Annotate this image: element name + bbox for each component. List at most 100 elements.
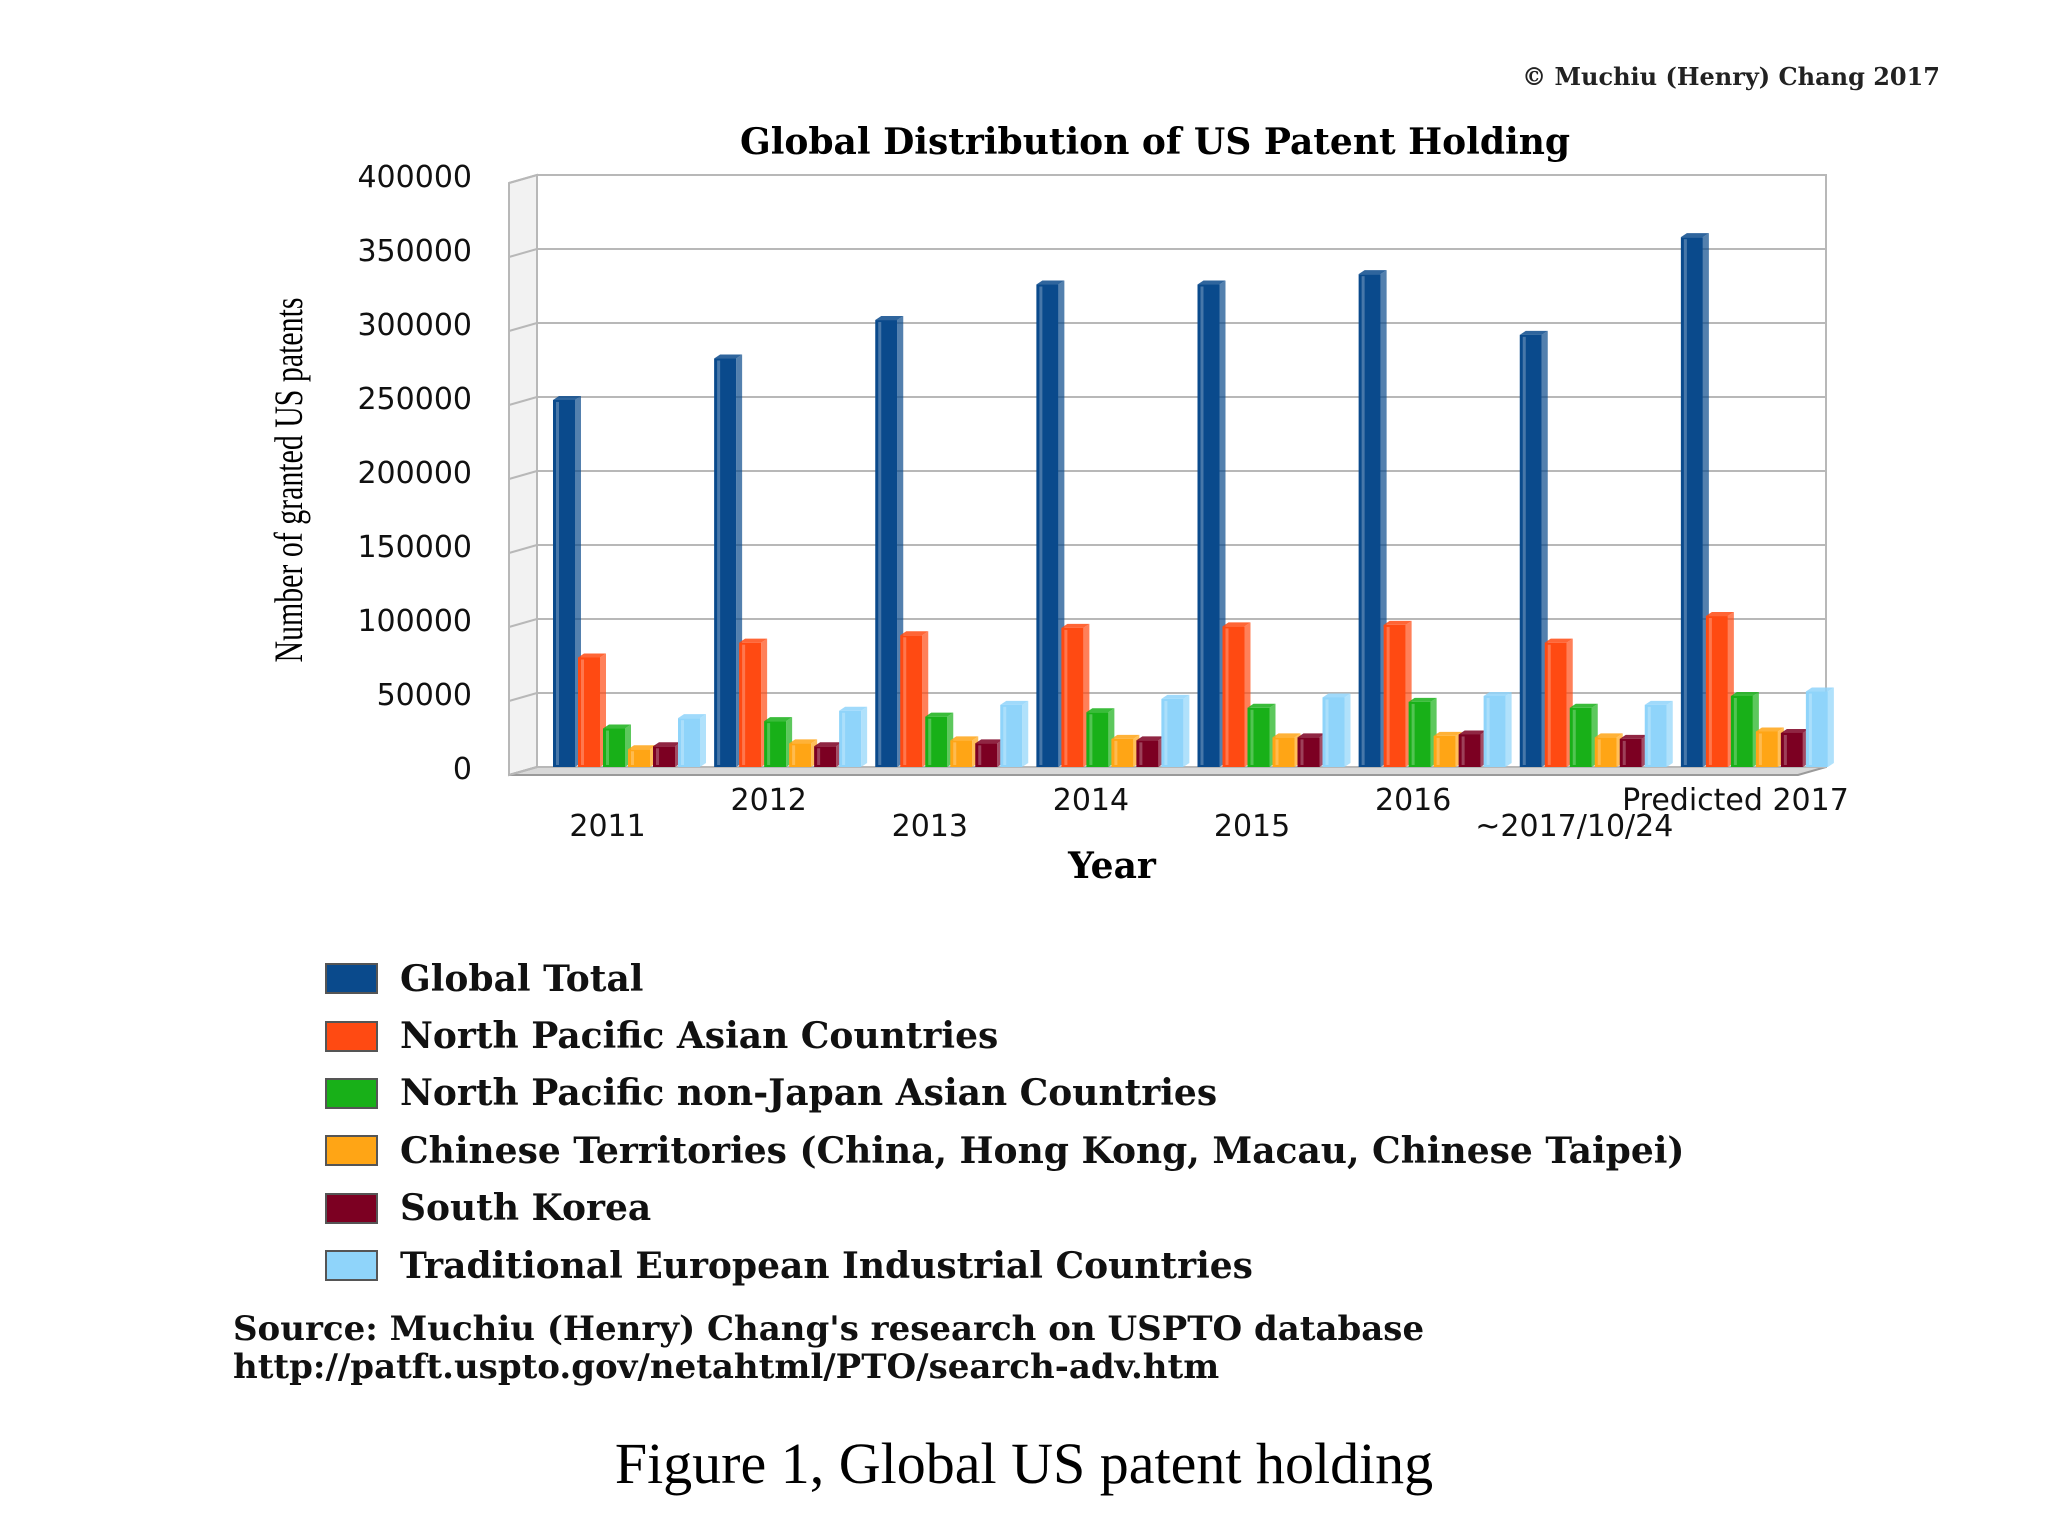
bar-front [900,635,923,767]
bar [1458,730,1487,767]
gridline-side [508,544,538,554]
bar [900,631,929,767]
bar-shine [1622,740,1626,765]
x-tick-label: 2013 [892,809,968,844]
bar-front [1594,737,1617,767]
bar-top [1569,703,1598,708]
bar-front [1730,695,1753,767]
bar-shine [953,742,957,765]
bar [1036,280,1065,767]
bar-shine [767,723,771,765]
bar-front [1222,626,1245,767]
bar-top [839,706,868,711]
bar-front [1136,740,1159,767]
bar-front [1197,284,1220,767]
bar-front [1519,334,1542,767]
bar-top [1136,736,1165,741]
bar-shine [1758,733,1762,765]
bar [1705,612,1734,767]
bar-top [1705,612,1734,617]
y-tick-label: 350000 [357,234,472,269]
floor [508,766,1827,776]
bar [975,739,1004,767]
x-tick-labels: 2011 2012 2013 2014 2015 2016 ~2017/10/24Predi… [569,783,1848,844]
bar-front [950,740,973,767]
bar-top [653,742,681,747]
bar-front [714,358,737,767]
x-tick-label: 2011 [569,809,645,844]
legend-item: North Pacific non-Japan Asian Countries [325,1065,1684,1122]
bar-front [1247,707,1270,767]
bar [1161,694,1190,767]
bar-shine [1325,699,1329,765]
bar-top [578,653,606,658]
bar [1272,733,1301,767]
bar [1197,280,1226,767]
bar [578,653,606,767]
x-tick-label: 2015 [1214,809,1290,844]
bar [603,724,631,767]
bar-shine [1250,709,1254,765]
copyright-notice: © Muchiu (Henry) Chang 2017 [1522,62,1940,91]
bar-front [1061,627,1084,767]
legend-label: Global Total [400,957,644,1000]
bar-side [700,714,706,767]
bar [1247,703,1276,767]
y-tick-label: 200000 [357,456,472,491]
bar-shine [1386,626,1390,765]
bar-top [1322,693,1351,698]
bar-top [1755,727,1784,732]
bar-shine [1436,737,1440,765]
bar-shine [1547,644,1551,765]
bar [1408,697,1437,767]
bar-shine [1225,628,1229,765]
gridline-side [508,248,538,258]
legend-label: Chinese Territories (China, Hong Kong, M… [400,1129,1685,1172]
bar [950,736,979,767]
bar-top [1222,622,1251,627]
bar-front [1086,712,1109,767]
bar-top [1161,694,1190,699]
y-axis-label: Number of granted US patents [266,298,311,663]
bar-shine [1708,618,1712,765]
bar [739,638,768,767]
bar-top [900,631,929,636]
bar-shine [1089,714,1093,765]
bar-top [1197,280,1226,285]
bar-top [714,354,743,359]
bar [714,354,743,767]
bar-front [1569,707,1592,767]
bar [653,742,681,767]
bar-shine [1733,697,1737,765]
bar-front [1780,732,1803,767]
bar-top [553,395,581,400]
bar-top [1780,728,1809,733]
bar-top [950,736,979,741]
bar-shine [928,718,932,765]
gridline-side [508,174,538,184]
bar [1755,727,1784,767]
legend-item: Traditional European Industrial Countrie… [325,1237,1684,1294]
bar-top [814,742,843,747]
bar-side [1344,693,1351,767]
x-axis-label: Year [1067,845,1157,887]
source-url: http://patft.uspto.gov/netahtml/PTO/sear… [233,1347,1220,1387]
bar-front [739,642,762,767]
bar-shine [1808,693,1812,765]
bar-top [1644,700,1673,705]
bar-shine [1411,703,1415,765]
bar [1358,270,1387,767]
bar-front [1000,704,1023,767]
bar [1680,233,1709,767]
bar-top [1036,280,1065,285]
bar-top [1680,233,1709,238]
bar-front [653,746,675,767]
bar-top [1272,733,1301,738]
bar-top [1730,691,1759,696]
bar [764,717,793,767]
bar [1322,693,1351,767]
legend-swatch [325,963,378,995]
x-tick-label: 2014 [1053,783,1129,818]
bar-front [1111,738,1134,767]
bar-side [1505,691,1512,767]
